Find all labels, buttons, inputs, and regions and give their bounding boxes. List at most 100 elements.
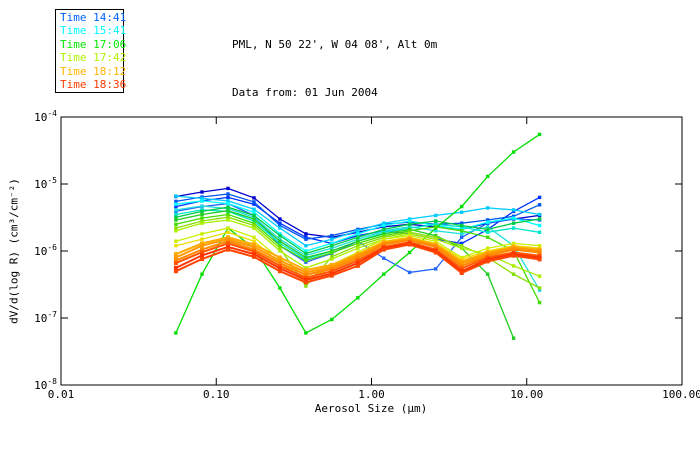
series-marker xyxy=(278,249,282,253)
series-marker xyxy=(252,213,256,218)
y-tick-label: 10-7 xyxy=(34,310,57,325)
series-marker xyxy=(200,212,204,217)
series-marker xyxy=(460,204,464,209)
series-marker xyxy=(382,256,386,260)
series-marker xyxy=(174,215,178,219)
series-marker xyxy=(252,221,256,225)
series-marker xyxy=(486,272,490,276)
series-marker xyxy=(433,244,438,249)
series-marker xyxy=(278,226,282,230)
series-marker xyxy=(174,218,178,222)
series-marker xyxy=(459,261,464,266)
series-marker xyxy=(277,255,282,260)
series-marker xyxy=(200,199,204,203)
series-marker xyxy=(355,258,360,263)
legend-item: Time 17:06 xyxy=(60,37,127,51)
series-marker xyxy=(200,219,204,223)
series-marker xyxy=(252,242,256,247)
series-marker xyxy=(434,233,438,238)
series-marker xyxy=(226,241,230,246)
series-marker xyxy=(460,235,464,239)
series-marker xyxy=(356,241,360,246)
series-marker xyxy=(434,237,438,241)
series-marker xyxy=(277,261,282,266)
series-marker xyxy=(278,237,282,241)
series-marker xyxy=(460,257,464,261)
series-marker xyxy=(278,239,282,243)
series-marker xyxy=(511,272,516,276)
series-marker xyxy=(356,244,360,248)
series-marker xyxy=(537,203,542,207)
series-marker xyxy=(200,216,204,220)
series-marker xyxy=(252,196,256,200)
series-marker xyxy=(252,207,256,211)
series-marker xyxy=(278,244,282,248)
series-marker xyxy=(330,244,334,248)
series-marker xyxy=(407,270,412,275)
series-marker xyxy=(459,271,464,275)
x-tick-label: 1.00 xyxy=(358,388,385,401)
series-marker xyxy=(304,244,308,248)
series-marker xyxy=(304,235,308,239)
series-marker xyxy=(226,239,230,244)
legend-item: Time 18:12 xyxy=(60,64,127,78)
series-marker xyxy=(537,132,542,137)
series-marker xyxy=(382,223,386,228)
series-marker xyxy=(200,272,204,276)
series-marker xyxy=(486,235,490,239)
series-marker xyxy=(173,258,178,263)
series-marker xyxy=(303,275,308,280)
series-marker xyxy=(174,226,178,230)
series-marker xyxy=(330,257,334,261)
series-marker xyxy=(278,221,282,225)
series-marker xyxy=(330,317,334,322)
series-marker xyxy=(537,300,542,305)
series-marker xyxy=(460,246,464,250)
series-marker xyxy=(407,242,412,247)
series-marker xyxy=(329,266,334,271)
series-marker xyxy=(459,263,464,268)
series-marker xyxy=(407,222,412,226)
series-marker xyxy=(330,237,334,241)
series-marker xyxy=(252,200,256,204)
legend-item: Time 17:42 xyxy=(60,51,127,65)
series-marker xyxy=(173,255,178,260)
series-marker xyxy=(382,237,386,241)
series-marker xyxy=(330,241,334,246)
series-marker xyxy=(278,286,282,290)
series-marker xyxy=(356,232,360,236)
series-marker xyxy=(200,204,204,208)
series-marker xyxy=(460,210,464,214)
series-marker xyxy=(252,223,256,228)
series-marker xyxy=(355,263,360,268)
series-marker xyxy=(537,274,542,278)
series-marker xyxy=(511,336,516,340)
series-marker xyxy=(329,269,334,274)
series-marker xyxy=(460,232,464,236)
series-marker xyxy=(434,222,438,226)
series-marker xyxy=(511,150,516,154)
series-marker xyxy=(537,230,542,234)
series-marker xyxy=(303,280,308,285)
series-marker xyxy=(226,201,230,206)
series-marker xyxy=(252,252,256,257)
series-marker xyxy=(226,209,230,213)
series-marker xyxy=(407,250,412,255)
series-marker xyxy=(537,212,542,217)
series-marker xyxy=(200,250,204,255)
legend-item: Time 15:41 xyxy=(60,24,127,38)
series-marker xyxy=(200,257,204,261)
series-marker xyxy=(278,223,282,228)
series-marker xyxy=(382,235,386,239)
series-marker xyxy=(226,205,230,209)
plot-title-line1: PML, N 50 22', W 04 08', Alt 0m xyxy=(232,38,438,51)
series-marker xyxy=(486,246,490,250)
series-marker xyxy=(278,217,282,221)
series-marker xyxy=(356,296,360,300)
series-marker xyxy=(226,244,230,249)
series-marker xyxy=(381,247,386,252)
series-marker xyxy=(356,237,360,241)
x-tick-label: 100.00 xyxy=(662,388,700,401)
y-tick-label: 10-6 xyxy=(34,243,57,258)
